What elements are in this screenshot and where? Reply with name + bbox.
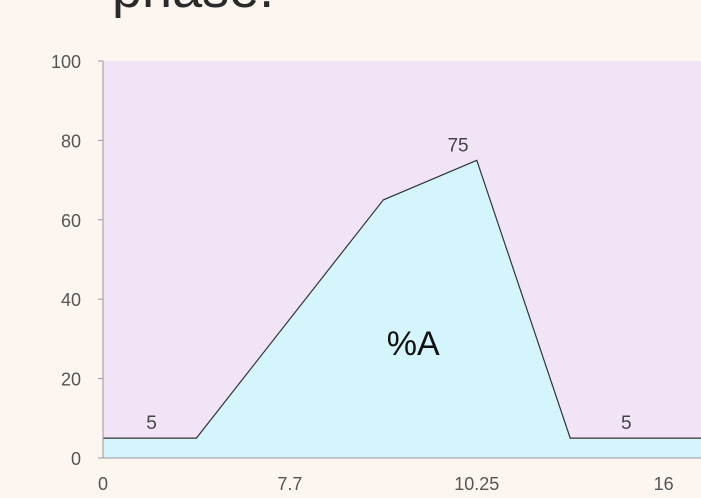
x-tick-label: 16 (654, 474, 674, 494)
data-label: 5 (621, 413, 632, 434)
y-axis-ticks: 0 20 40 60 80 100 (51, 52, 103, 469)
y-tick-label: 0 (71, 449, 81, 469)
data-labels: 5 75 5 (146, 135, 631, 434)
y-tick-label: 60 (61, 211, 81, 231)
chart-title-fragment: phase. (112, 0, 274, 16)
series-line (103, 159, 701, 439)
data-label: 5 (146, 413, 157, 434)
y-tick-label: 80 (61, 131, 81, 151)
x-tick-label: 7.7 (277, 474, 302, 494)
y-tick-label: 40 (61, 290, 81, 310)
x-axis-ticks: 0 7.7 10.25 16 (98, 474, 674, 494)
x-tick-label: 0 (98, 474, 108, 494)
x-tick-label: 10.25 (454, 474, 499, 494)
y-tick-label: 20 (61, 370, 81, 390)
y-tick-label: 100 (51, 52, 81, 72)
data-label: 75 (447, 135, 468, 156)
area-label: %A (387, 325, 440, 363)
